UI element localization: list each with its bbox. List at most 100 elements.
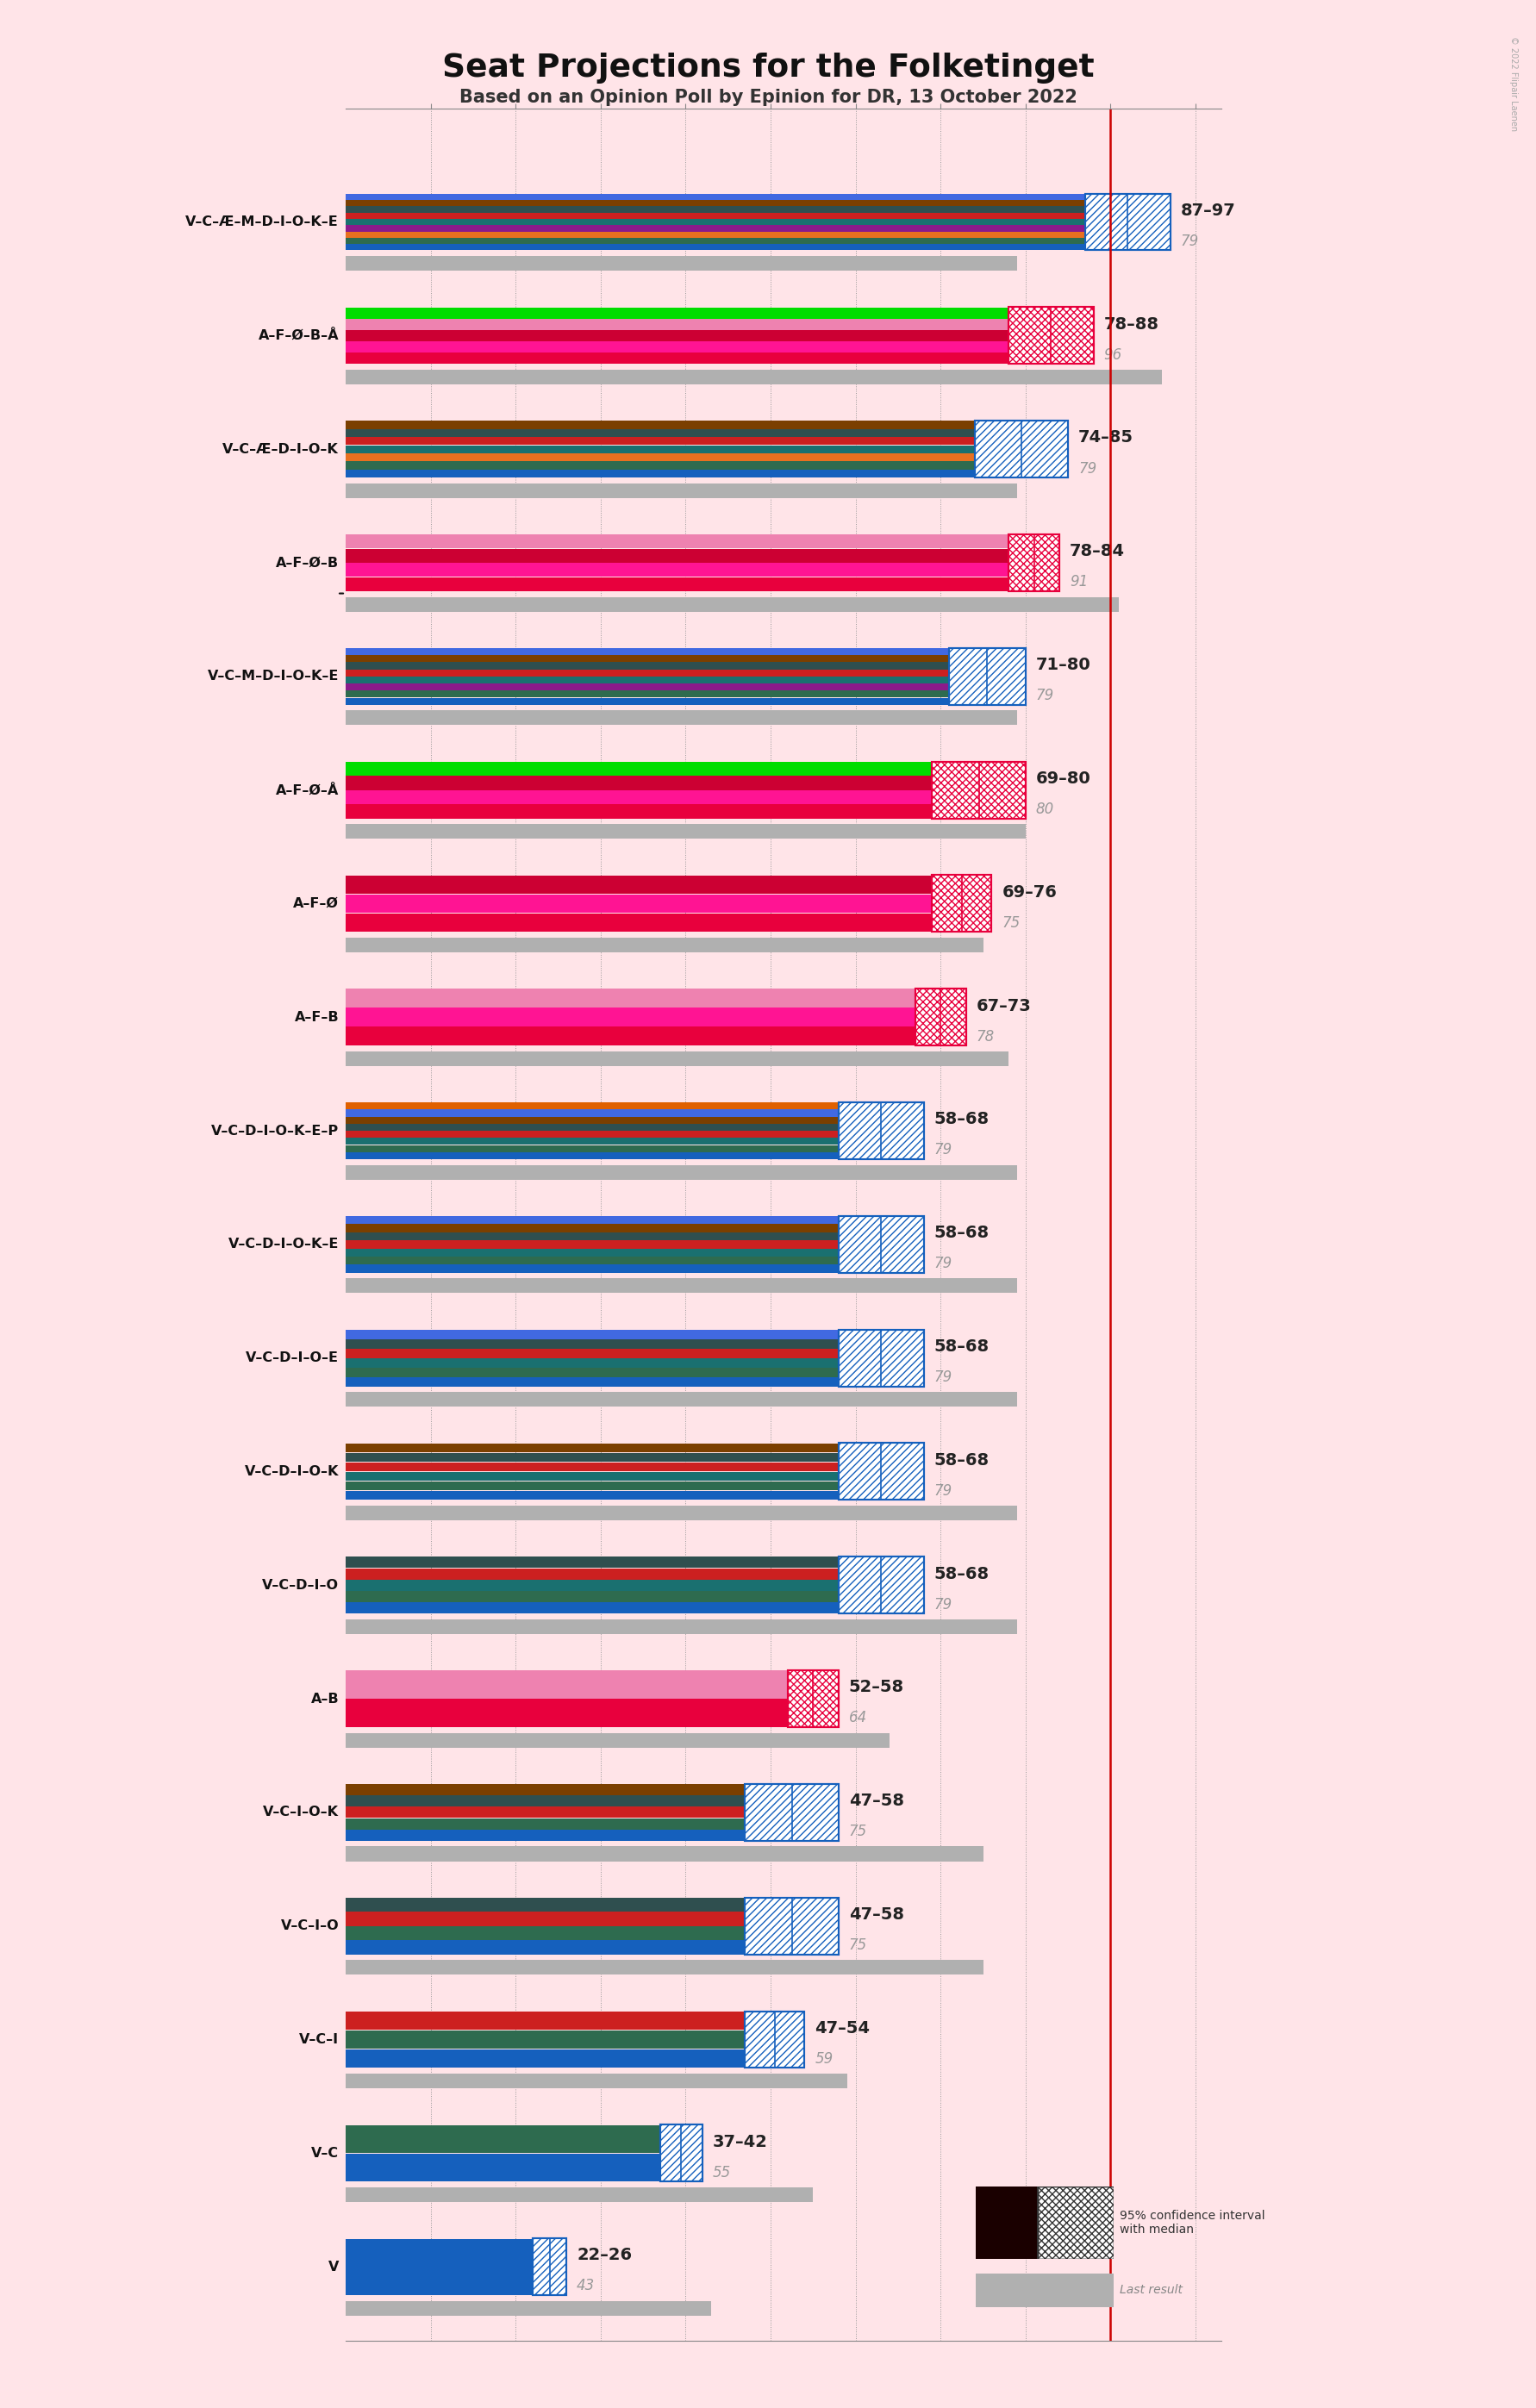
Text: 47–58: 47–58 [849,1907,905,1922]
Bar [346,1700,788,1727]
Bar [745,1898,839,1955]
Bar [346,790,932,804]
Bar [346,2186,813,2201]
Bar [839,1442,923,1500]
Bar [346,318,1009,330]
Bar [949,648,1026,706]
Bar [346,1146,839,1151]
Text: V–C–D–I–O: V–C–D–I–O [263,1580,339,1592]
Bar [1009,535,1060,590]
Bar [346,804,932,819]
Text: V–C: V–C [312,2146,339,2160]
Bar [346,212,1084,219]
Bar [745,2011,805,2068]
Bar [346,648,949,655]
Bar [346,2011,745,2030]
Bar [346,597,1120,612]
Text: V–C–D–I–O–E: V–C–D–I–O–E [246,1351,339,1365]
Text: 58–68: 58–68 [934,1110,989,1127]
Text: V–C–D–I–O–K–E–P: V–C–D–I–O–K–E–P [210,1125,339,1137]
Bar [346,200,1084,207]
Text: 47–58: 47–58 [849,1794,905,1808]
Bar [346,549,1009,563]
Bar [346,535,1009,549]
Bar [346,470,975,477]
Bar [660,2124,702,2182]
Text: 75: 75 [1001,915,1020,929]
Bar [346,1462,839,1471]
Bar [346,371,1161,385]
Bar [346,655,949,662]
Text: 37–42: 37–42 [713,2133,768,2150]
Bar [346,2239,533,2295]
Bar [346,453,975,462]
Text: 87–97: 87–97 [1180,202,1235,219]
Bar [346,1358,839,1368]
Bar [660,2124,702,2182]
Bar [346,330,1009,342]
Bar [346,913,932,932]
Bar [346,2124,660,2153]
Text: 95% confidence interval
with median: 95% confidence interval with median [1120,2211,1266,2235]
Text: A–F–Ø–Å: A–F–Ø–Å [275,783,339,797]
Bar [346,1132,839,1139]
Bar [346,219,1084,224]
Bar [346,1481,839,1491]
Text: 79: 79 [934,1141,952,1158]
Bar [346,1960,983,1975]
Bar [975,421,1068,477]
Bar [346,775,932,790]
Bar [839,1329,923,1387]
Bar [346,990,915,1007]
Bar [346,684,949,691]
Text: 96: 96 [1104,347,1123,364]
Bar [346,1558,839,1568]
Bar [346,1442,839,1452]
Bar [346,1348,839,1358]
Bar [346,1223,839,1233]
Bar [839,1556,923,1613]
Bar [346,1240,839,1247]
Bar [346,698,949,706]
Text: 71–80: 71–80 [1035,657,1091,674]
Bar [839,1556,923,1613]
Bar [533,2239,567,2295]
Bar [839,1442,923,1500]
Bar [346,824,1026,838]
Bar [1009,535,1060,590]
Text: 79: 79 [1078,460,1097,477]
Bar [346,1601,839,1613]
Bar [745,1784,839,1840]
Bar [932,761,1026,819]
Text: 74–85: 74–85 [1078,429,1134,445]
Bar [346,1247,839,1257]
Bar [346,691,949,698]
Text: V–C–I–O–K: V–C–I–O–K [263,1806,339,1818]
Text: 58–68: 58–68 [934,1339,989,1356]
Text: V–C–I: V–C–I [300,2032,339,2047]
Bar [975,421,1068,477]
Bar [346,1471,839,1481]
Bar [346,429,975,436]
Text: A–F–Ø–B: A–F–Ø–B [276,556,339,568]
Bar [1084,193,1170,250]
Text: 55: 55 [713,2165,731,2179]
Bar [346,1796,745,1806]
Text: 80: 80 [1035,802,1054,816]
Bar [346,937,983,954]
Text: V–C–Æ–D–I–O–K: V–C–Æ–D–I–O–K [223,443,339,455]
Text: 79: 79 [934,1483,952,1498]
Bar [839,1103,923,1158]
Bar [346,1806,745,1818]
Bar [346,342,1009,352]
Bar [932,874,992,932]
Bar [346,1377,839,1387]
Text: 69–80: 69–80 [1035,771,1091,787]
Bar [346,226,1084,231]
Bar [346,669,949,677]
Bar [346,662,949,669]
Text: 64: 64 [849,1710,868,1727]
Text: 52–58: 52–58 [849,1678,905,1695]
Text: A–B: A–B [310,1693,339,1705]
Bar [346,484,1017,498]
